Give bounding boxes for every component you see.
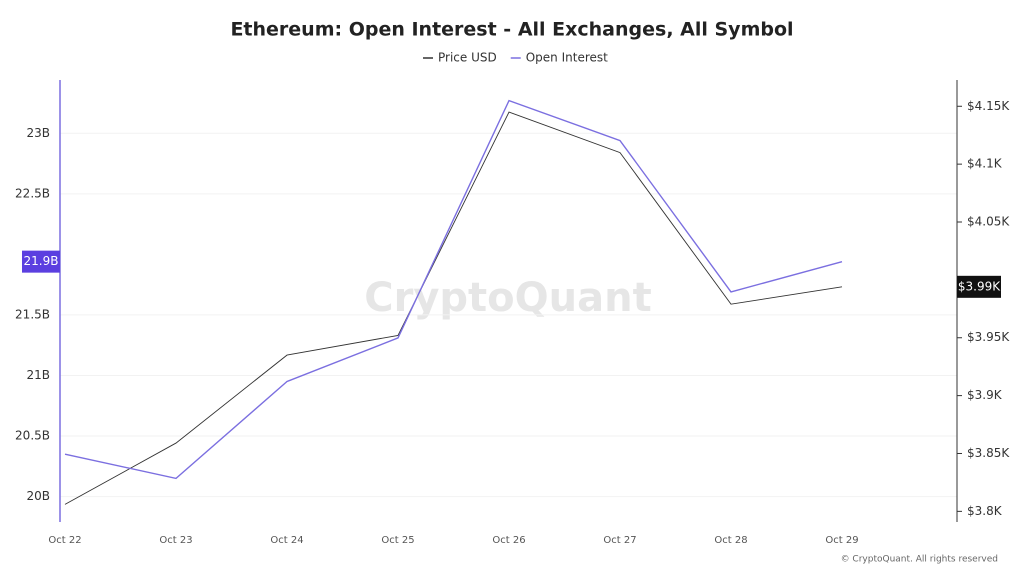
watermark: CryptoQuant [364, 275, 651, 321]
y2-tick-label: $3.85K [967, 446, 1010, 460]
x-tick-label: Oct 25 [381, 535, 414, 546]
x-tick-label: Oct 26 [492, 535, 525, 546]
copyright: © CryptoQuant. All rights reserved [841, 555, 998, 565]
y-tick-label: 20B [26, 489, 50, 503]
y-tick-label: 22.5B [15, 186, 50, 200]
x-tick-label: Oct 24 [270, 535, 303, 546]
y2-tick-label: $4.15K [967, 99, 1010, 113]
current-value-badge [22, 250, 60, 273]
x-tick-label: Oct 28 [714, 535, 747, 546]
x-tick-label: Oct 22 [48, 535, 81, 546]
series-line [64, 99, 843, 480]
x-tick-label: Oct 27 [603, 535, 636, 546]
legend-label: Open Interest [526, 51, 608, 65]
y-tick-label: 21.5B [15, 307, 50, 321]
current-value-label: 21.9B [24, 254, 59, 268]
y2-tick-label: $3.95K [967, 330, 1010, 344]
y2-tick-label: $3.8K [967, 504, 1003, 518]
y2-tick-label: $4.05K [967, 215, 1010, 229]
current-value-badge [957, 275, 1001, 298]
current-value-label: $3.99K [958, 279, 1001, 293]
x-tick-label: Oct 29 [825, 535, 858, 546]
y-tick-label: 21B [26, 368, 50, 382]
legend-label: Price USD [438, 51, 497, 65]
series-line [64, 111, 843, 505]
y-tick-label: 20.5B [15, 429, 50, 443]
y2-tick-label: $4.1K [967, 157, 1003, 171]
y2-tick-label: $3.9K [967, 388, 1003, 402]
y-tick-label: 23B [26, 126, 50, 140]
chart-title: Ethereum: Open Interest - All Exchanges,… [230, 19, 793, 41]
x-tick-label: Oct 23 [159, 535, 192, 546]
